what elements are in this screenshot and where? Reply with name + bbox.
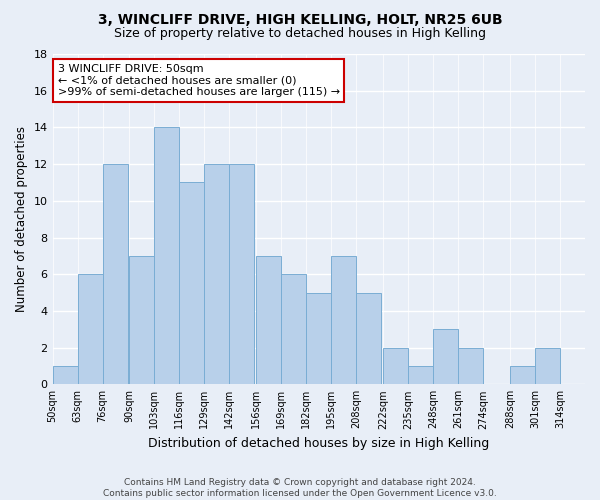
Bar xyxy=(229,164,254,384)
Bar xyxy=(306,292,331,384)
X-axis label: Distribution of detached houses by size in High Kelling: Distribution of detached houses by size … xyxy=(148,437,490,450)
Text: 3, WINCLIFF DRIVE, HIGH KELLING, HOLT, NR25 6UB: 3, WINCLIFF DRIVE, HIGH KELLING, HOLT, N… xyxy=(98,12,502,26)
Text: Size of property relative to detached houses in High Kelling: Size of property relative to detached ho… xyxy=(114,28,486,40)
Bar xyxy=(535,348,560,385)
Bar xyxy=(356,292,381,384)
Bar xyxy=(179,182,205,384)
Bar xyxy=(383,348,408,385)
Bar xyxy=(331,256,356,384)
Bar xyxy=(77,274,103,384)
Bar xyxy=(53,366,77,384)
Bar xyxy=(103,164,128,384)
Bar xyxy=(510,366,535,384)
Bar xyxy=(458,348,483,385)
Bar xyxy=(256,256,281,384)
Bar xyxy=(130,256,154,384)
Text: Contains HM Land Registry data © Crown copyright and database right 2024.
Contai: Contains HM Land Registry data © Crown c… xyxy=(103,478,497,498)
Y-axis label: Number of detached properties: Number of detached properties xyxy=(15,126,28,312)
Bar xyxy=(433,330,458,384)
Bar xyxy=(154,128,179,384)
Bar xyxy=(205,164,229,384)
Bar xyxy=(281,274,306,384)
Text: 3 WINCLIFF DRIVE: 50sqm
← <1% of detached houses are smaller (0)
>99% of semi-de: 3 WINCLIFF DRIVE: 50sqm ← <1% of detache… xyxy=(58,64,340,97)
Bar xyxy=(408,366,433,384)
